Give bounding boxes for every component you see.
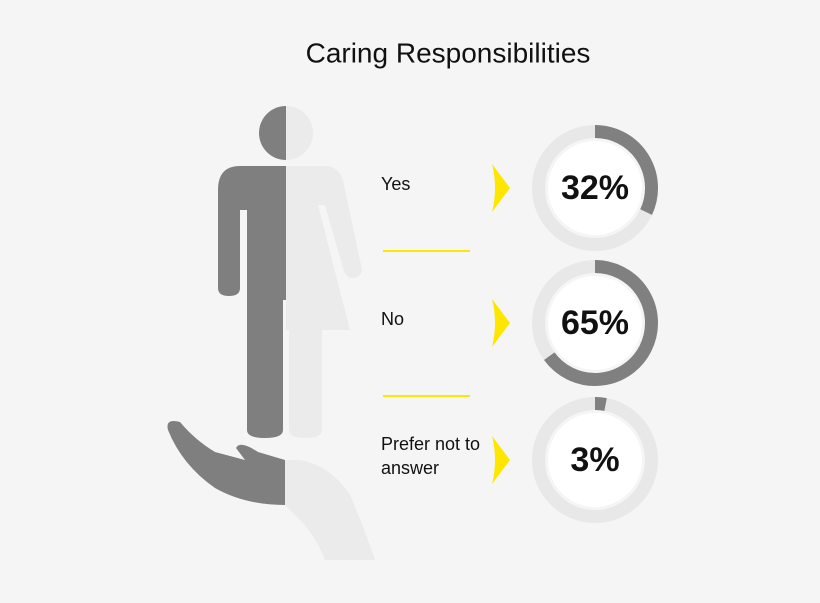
chart-title: Caring Responsibilities [306, 37, 591, 68]
donut-center [548, 276, 642, 370]
value-label: 32% [561, 169, 629, 207]
category-label: Yes [381, 174, 411, 194]
donut-arc [594, 125, 658, 215]
value-label: 3% [570, 441, 619, 479]
donut-center [548, 413, 642, 507]
pointer-arrow [492, 299, 510, 347]
value-label: 65% [561, 304, 629, 342]
category-label: No [381, 309, 405, 329]
donut-center [548, 141, 642, 235]
donut-arc [544, 260, 658, 386]
pointer-arrow [492, 436, 510, 484]
donut-arc [594, 397, 607, 411]
pointer-arrow [492, 164, 510, 212]
category-label: Prefer not to answer [381, 434, 481, 478]
person-icon [167, 106, 375, 560]
